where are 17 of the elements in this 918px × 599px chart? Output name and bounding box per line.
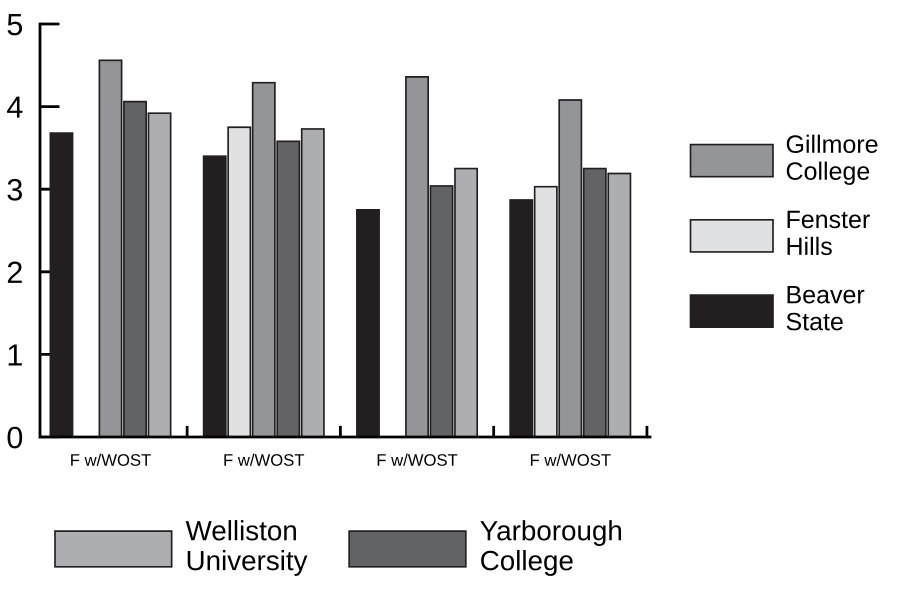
y-tick-label: 3: [8, 178, 22, 201]
legend-label: Welliston University: [186, 520, 308, 576]
x-tick-label: F w/WOST: [224, 454, 304, 466]
y-tick-label: 2: [8, 262, 22, 283]
x-tick-label: F w/WOST: [71, 454, 151, 466]
x-tick-label: F w/WOST: [530, 454, 611, 466]
bar: [50, 132, 74, 437]
legend-label: Beaver State: [786, 286, 864, 330]
y-tick-label: 5: [8, 14, 22, 36]
legend-label: Fenster Hills: [788, 210, 870, 256]
legend-label: Yarborough College: [480, 520, 622, 576]
y-tick-label: 0: [8, 426, 22, 448]
y-tick-label: 1: [8, 344, 22, 366]
legend-label: Gillmore College: [786, 134, 878, 185]
bar: [356, 209, 380, 437]
y-tick-label: 4: [7, 96, 22, 118]
x-tick-label: F w/WOST: [378, 454, 458, 466]
